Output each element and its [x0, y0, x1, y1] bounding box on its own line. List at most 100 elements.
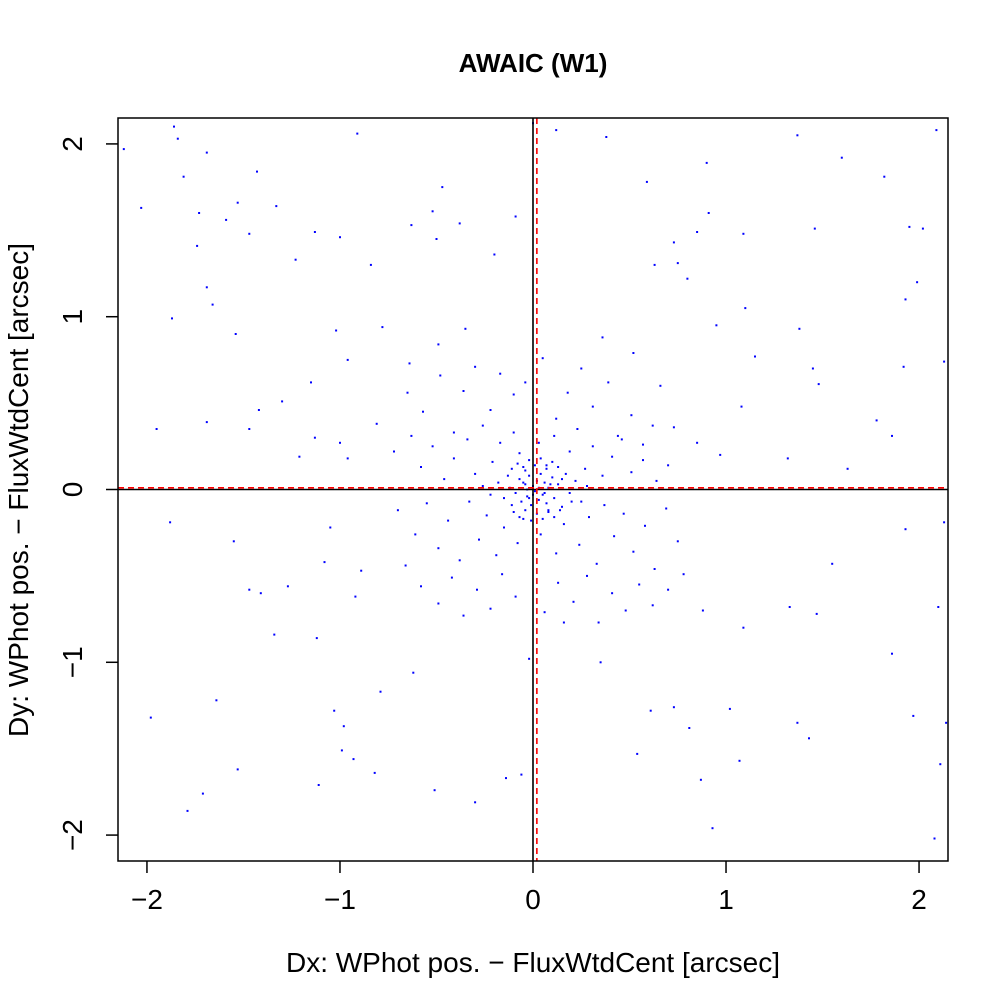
data-point	[840, 156, 843, 159]
y-tick-label: 1	[57, 309, 88, 325]
data-point	[642, 443, 644, 446]
data-point	[396, 509, 399, 512]
data-point	[595, 562, 598, 565]
data-point	[354, 595, 357, 598]
data-point	[545, 502, 548, 505]
data-point	[497, 481, 500, 484]
data-point	[526, 495, 529, 498]
data-point	[495, 554, 498, 557]
data-point	[236, 201, 239, 204]
data-point	[259, 592, 262, 595]
data-point	[522, 517, 525, 520]
data-point	[605, 136, 608, 138]
data-point	[412, 671, 415, 674]
data-point	[831, 562, 834, 565]
x-tick-label: 0	[525, 884, 541, 915]
data-point	[586, 574, 588, 577]
data-point	[672, 706, 675, 709]
data-point	[520, 773, 523, 776]
data-point	[215, 699, 218, 702]
data-point	[236, 768, 239, 771]
data-point	[547, 509, 550, 512]
data-point	[539, 457, 542, 460]
data-point	[499, 441, 502, 444]
data-point	[796, 134, 799, 137]
data-point	[171, 317, 173, 320]
data-point	[568, 450, 571, 453]
data-point	[597, 621, 600, 624]
data-point	[557, 466, 560, 468]
data-point	[788, 606, 791, 608]
data-point	[937, 606, 940, 608]
data-point	[549, 483, 552, 486]
data-point	[524, 381, 527, 384]
data-point	[510, 504, 513, 507]
data-point	[576, 428, 579, 430]
data-point	[935, 129, 938, 132]
data-point	[437, 547, 440, 550]
data-point	[323, 561, 326, 564]
data-point	[659, 384, 662, 387]
data-point	[705, 161, 708, 164]
data-point	[474, 472, 477, 475]
data-point	[489, 409, 492, 411]
data-point	[642, 459, 644, 462]
data-point	[537, 441, 540, 444]
data-point	[707, 212, 710, 214]
data-point	[808, 737, 810, 740]
data-point	[522, 466, 525, 468]
data-point	[346, 457, 349, 460]
data-point	[613, 535, 616, 538]
data-point	[464, 327, 467, 330]
data-point	[611, 592, 614, 595]
y-tick-label: 0	[57, 482, 88, 498]
data-point	[524, 509, 527, 512]
data-point	[201, 792, 204, 795]
data-point	[645, 180, 648, 183]
data-point	[518, 516, 521, 519]
y-tick-label: −2	[57, 819, 88, 851]
data-point	[248, 428, 251, 430]
data-point	[530, 519, 533, 522]
data-point	[512, 393, 515, 396]
data-point	[916, 281, 919, 284]
data-point	[528, 474, 531, 477]
data-point	[489, 493, 492, 496]
data-point	[528, 657, 531, 660]
data-point	[356, 132, 359, 135]
data-point	[711, 827, 714, 830]
data-point	[564, 472, 567, 475]
data-point	[514, 215, 517, 218]
data-point	[644, 524, 646, 527]
data-point	[232, 540, 235, 543]
data-point	[630, 414, 633, 417]
data-point	[813, 227, 816, 230]
y-tick-label: 2	[57, 136, 88, 152]
data-point	[437, 602, 440, 605]
y-axis: −2 −1 0 1 2	[57, 136, 118, 851]
x-tick-label: 2	[911, 884, 927, 915]
data-point	[638, 583, 641, 586]
data-point	[902, 365, 905, 368]
data-point	[406, 391, 409, 394]
data-point	[205, 421, 208, 424]
data-point	[437, 343, 440, 346]
data-point	[651, 604, 654, 607]
data-point	[339, 236, 341, 239]
data-point	[883, 175, 886, 178]
data-point	[586, 485, 588, 487]
data-point	[499, 372, 502, 375]
data-point	[225, 218, 228, 221]
data-point	[340, 749, 343, 752]
chart-title: AWAIC (W1)	[459, 48, 608, 78]
data-point	[537, 498, 540, 501]
y-axis-title: Dy: WPhot pos. − FluxWtdCent [arcsec]	[3, 243, 34, 737]
data-point	[676, 262, 679, 265]
data-point	[205, 286, 208, 289]
data-point	[474, 801, 477, 804]
data-point	[636, 752, 639, 755]
data-point	[943, 360, 946, 363]
y-tick-label: −1	[57, 646, 88, 678]
data-point	[149, 716, 152, 719]
x-tick-label: −1	[324, 884, 356, 915]
